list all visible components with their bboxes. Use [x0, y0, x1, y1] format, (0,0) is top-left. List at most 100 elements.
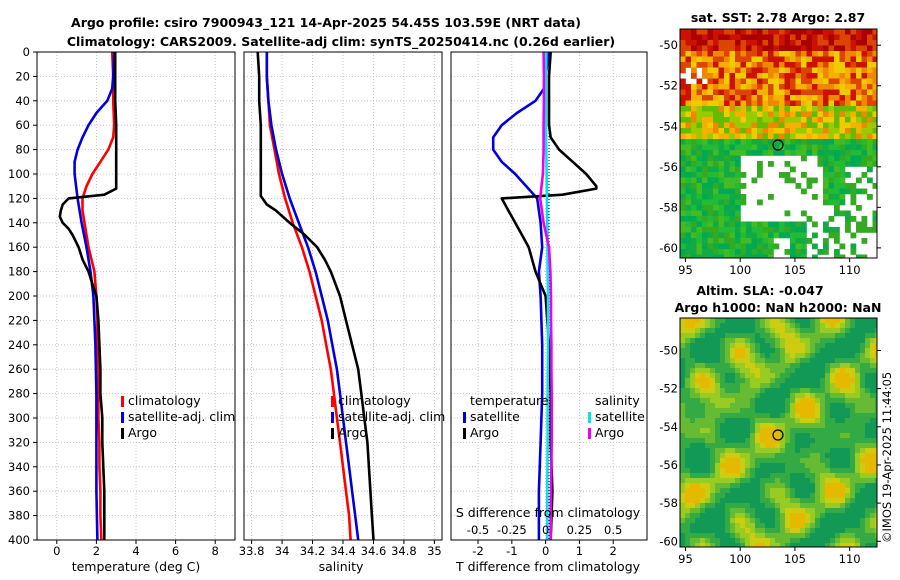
sla-cell: [840, 518, 846, 524]
sla-cell: [690, 523, 696, 529]
sla-cell: [845, 393, 851, 399]
sla-cell: [685, 418, 691, 424]
sst-cell: [773, 232, 780, 239]
sla-cell: [855, 388, 861, 394]
sla-cell: [855, 328, 861, 334]
map-y-tick-label: -56: [659, 458, 678, 472]
sst-cell: [779, 73, 785, 79]
sla-cell: [715, 488, 721, 494]
sst-cell: [861, 100, 868, 107]
sst-cell: [751, 67, 758, 74]
sst-cell: [696, 205, 703, 211]
sst-cell: [762, 243, 769, 250]
sla-cell: [855, 408, 861, 414]
sla-cell: [690, 373, 696, 379]
sst-cell: [850, 34, 857, 41]
sla-cell: [720, 538, 726, 544]
sla-cell: [860, 328, 866, 334]
sla-cell: [690, 358, 696, 364]
sla-cell: [755, 493, 761, 499]
sla-cell: [825, 358, 831, 364]
sla-cell: [695, 508, 701, 514]
sla-cell: [725, 333, 731, 339]
sst-cell: [773, 51, 780, 57]
sla-cell: [685, 513, 691, 519]
sst-cell: [784, 144, 791, 151]
sst-cell: [740, 128, 747, 134]
sla-cell: [765, 333, 771, 339]
sla-cell: [715, 428, 721, 434]
sst-cell: [735, 194, 741, 200]
sst-cell: [746, 100, 752, 107]
sla-cell: [760, 488, 766, 494]
sst-cell: [735, 67, 741, 74]
sst-cell: [762, 232, 769, 239]
sla-cell: [840, 358, 846, 364]
sst-cell: [828, 84, 835, 90]
sst-cell: [707, 29, 714, 35]
sla-cell: [815, 418, 821, 424]
temperature-panel: 0204060801001201401601802002202402602803…: [8, 45, 236, 574]
sla-cell: [775, 508, 781, 514]
sst-cell: [784, 56, 791, 63]
sla-cell: [865, 393, 871, 399]
sst-cell: [757, 45, 763, 52]
sla-cell: [855, 478, 861, 484]
sla-cell: [795, 523, 801, 529]
sst-cell: [680, 227, 686, 233]
sla-cell: [780, 443, 786, 449]
sst-cell: [801, 238, 807, 244]
sla-cell: [695, 408, 701, 414]
sla-cell: [830, 473, 836, 479]
sla-cell: [680, 443, 686, 449]
sst-cell: [713, 254, 719, 258]
sst-cell: [834, 161, 840, 167]
sst-cell: [713, 199, 719, 206]
sst-cell: [839, 177, 846, 184]
sla-cell: [705, 478, 711, 484]
sla-cell: [785, 418, 791, 424]
sla-cell: [760, 508, 766, 514]
sst-cell: [806, 73, 813, 79]
depth-tick-label: 380: [8, 509, 30, 523]
sst-cell: [751, 122, 758, 129]
sla-cell: [680, 363, 686, 369]
sla-cell: [875, 498, 877, 504]
sst-cell: [724, 172, 730, 178]
sla-cell: [690, 408, 696, 414]
sst-cell: [740, 243, 747, 250]
sla-cell: [870, 378, 876, 384]
sla-cell: [875, 453, 877, 459]
sla-cell: [775, 398, 781, 404]
sla-cell: [825, 378, 831, 384]
sla-cell: [795, 463, 801, 469]
sla-cell: [705, 353, 711, 359]
sst-cell: [872, 216, 877, 222]
sst-cell: [751, 34, 758, 41]
sst-cell: [839, 95, 846, 101]
sla-cell: [845, 323, 851, 329]
sst-cell: [729, 150, 736, 156]
sla-cell: [815, 448, 821, 454]
sst-cell: [713, 194, 719, 200]
sla-cell: [790, 443, 796, 449]
sst-cell: [757, 73, 763, 79]
sla-cell: [680, 323, 686, 329]
sst-cell: [691, 183, 697, 189]
sla-cell: [800, 433, 806, 439]
sst-cell: [867, 194, 873, 200]
sst-cell: [812, 177, 818, 184]
sla-cell: [790, 353, 796, 359]
sst-cell: [696, 221, 703, 228]
sst-cell: [702, 51, 708, 57]
sla-cell: [850, 353, 856, 359]
sst-cell: [845, 40, 851, 46]
sla-cell: [735, 483, 741, 489]
sst-cell: [839, 34, 846, 41]
sla-cell: [820, 498, 826, 504]
sla-cell: [840, 323, 846, 329]
sla-cell: [825, 403, 831, 409]
sla-cell: [875, 488, 877, 494]
sla-cell: [860, 343, 866, 349]
sst-cell: [801, 139, 807, 145]
